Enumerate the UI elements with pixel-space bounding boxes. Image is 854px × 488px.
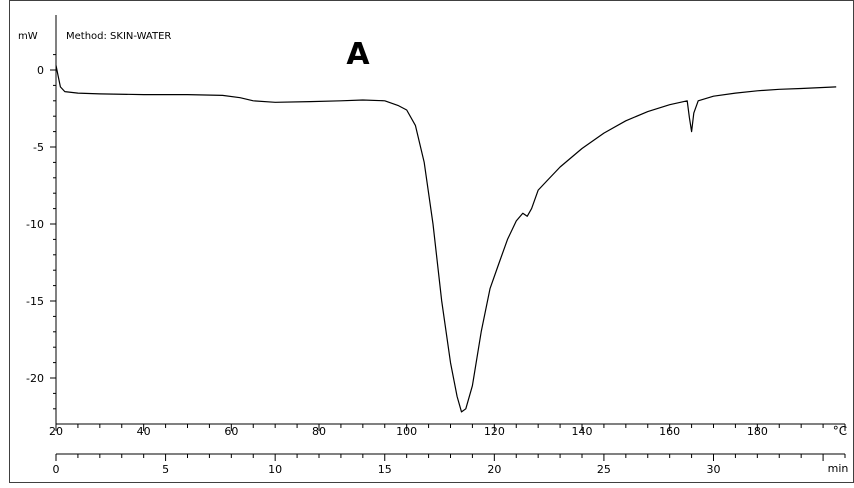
x-time-tick-label: 15 (378, 463, 392, 476)
y-tick-label: 0 (37, 64, 44, 77)
x-time-tick-label: 10 (268, 463, 282, 476)
x-temperature-tick-label: 40 (137, 425, 151, 438)
y-axis-unit: mW (18, 31, 38, 42)
y-tick-label: -10 (26, 218, 44, 231)
x-temperature-tick-label: 120 (484, 425, 505, 438)
x-time-tick-label: 30 (707, 463, 721, 476)
plot-area (55, 65, 837, 413)
x-bottom-unit: min (828, 462, 849, 475)
x-temperature-tick-label: 100 (396, 425, 417, 438)
x-time-tick-label: 5 (162, 463, 169, 476)
chart-title: A (346, 37, 370, 72)
x-temperature-tick-label: 160 (659, 425, 680, 438)
chart-border (9, 0, 854, 483)
x-time-tick-label: 20 (487, 463, 501, 476)
y-tick-label: -20 (26, 372, 44, 385)
y-tick-label: -5 (33, 141, 44, 154)
x-temperature-tick-label: 60 (224, 425, 238, 438)
x-temperature-tick-label: 20 (49, 425, 63, 438)
x-top-unit: °C (833, 424, 847, 438)
axes: 0 -5 -10 -15 -20 20 40 60 80 100 120 140 160 180 0 5 10 1… (26, 15, 846, 476)
x-temperature-tick-label: 80 (312, 425, 326, 438)
x-temperature-tick-label: 180 (747, 425, 768, 438)
method-label: Method: SKIN-WATER (66, 31, 171, 42)
x-temperature-tick-label: 140 (572, 425, 593, 438)
x-time-tick-label: 25 (597, 463, 611, 476)
axis-labels: mW Method: SKIN-WATER A °C min (18, 31, 848, 475)
x-time-tick-label: 0 (53, 463, 60, 476)
dsc-curve-line (55, 65, 837, 413)
y-tick-label: -15 (26, 295, 44, 308)
